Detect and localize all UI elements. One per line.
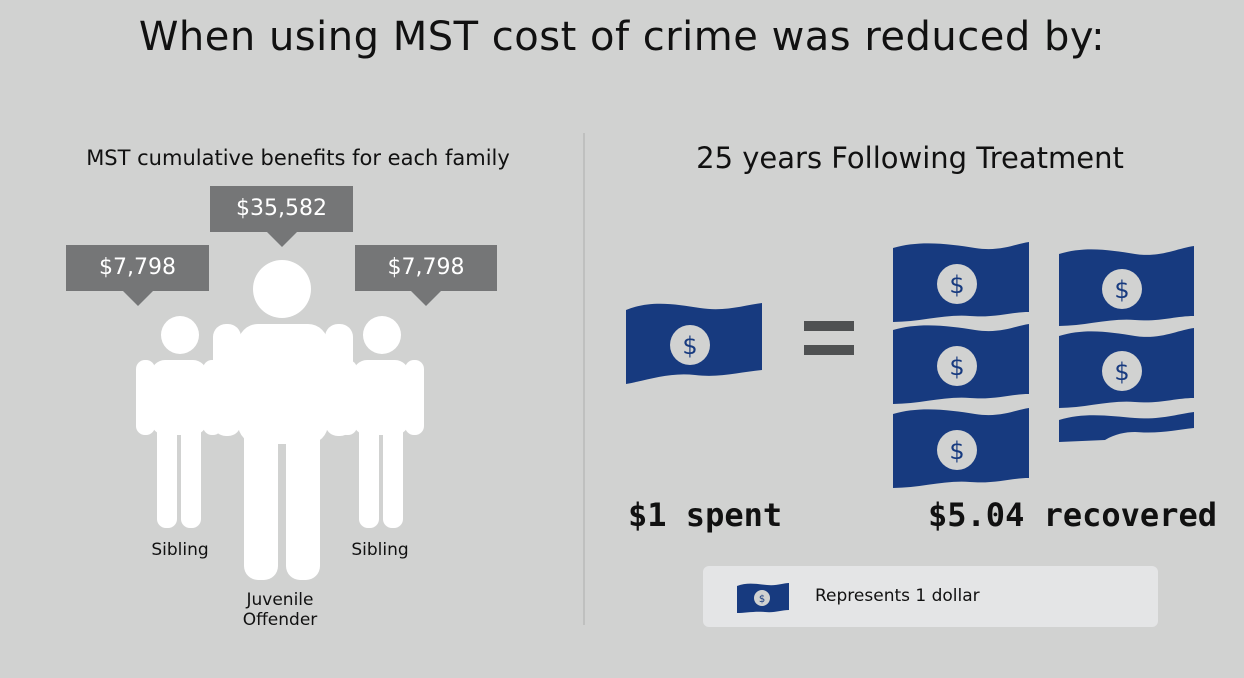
right-subtitle: 25 years Following Treatment: [696, 141, 1124, 175]
dollar-bill-icon: $: [1059, 246, 1194, 326]
legend: $ Represents 1 dollar: [703, 566, 1158, 627]
dollar-sign: $: [949, 353, 964, 381]
dollar-sign: $: [1114, 276, 1129, 304]
person-icon: [338, 316, 424, 528]
benefit-callout-sibling-left: $7,798: [66, 245, 209, 306]
page-title: When using MST cost of crime was reduced…: [138, 14, 1106, 60]
dollar-bill-icon: $: [893, 324, 1029, 404]
dollar-sign: $: [949, 271, 964, 299]
partial-bill: [1059, 412, 1194, 442]
dollar-bill-icon: $: [737, 583, 789, 613]
divider: [583, 133, 585, 625]
equals-icon: [804, 321, 854, 355]
person-icon: [136, 316, 222, 528]
benefit-callout-offender: $35,582: [210, 186, 353, 247]
person-label-sibling-left: Sibling: [151, 540, 209, 560]
recovered-label: $5.04 recovered: [928, 496, 1217, 534]
dollar-sign: $: [682, 332, 697, 360]
dollar-bill-icon: $: [1059, 328, 1194, 408]
person-label-offender-line2: Offender: [242, 610, 318, 630]
person-label-offender-line1: Juvenile: [246, 590, 314, 610]
dollar-bill-icon: $: [893, 408, 1029, 488]
dollar-sign: $: [1114, 358, 1129, 386]
spent-label: $1 spent: [628, 496, 783, 534]
legend-text: Represents 1 dollar: [815, 586, 980, 606]
dollar-bill-icon: $: [626, 303, 762, 384]
person-label-offender: Juvenile Offender: [200, 590, 360, 630]
dollar-sign: $: [759, 594, 765, 605]
benefit-callout-sibling-right: $7,798: [355, 245, 497, 306]
dollar-sign: $: [949, 437, 964, 465]
left-subtitle: MST cumulative benefits for each family: [86, 146, 510, 170]
dollar-bill-icon: $: [893, 242, 1029, 322]
person-label-sibling-right: Sibling: [351, 540, 409, 560]
